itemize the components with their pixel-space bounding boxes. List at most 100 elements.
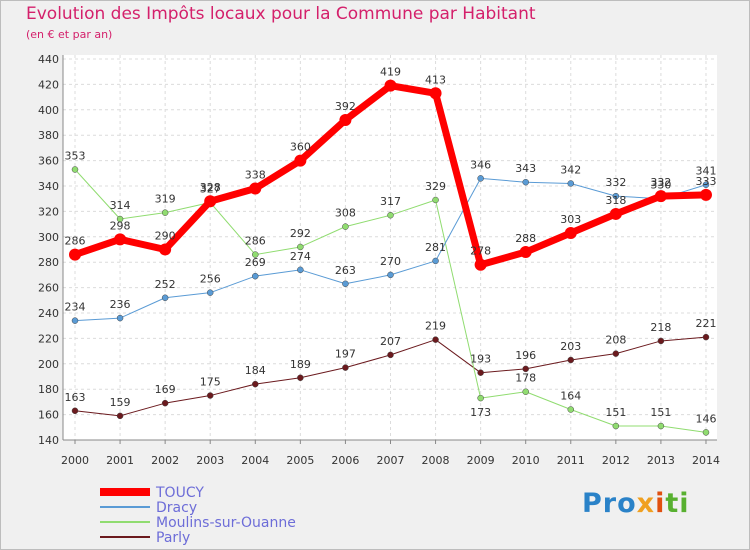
x-tick-label: 2000 [61,454,89,467]
data-label-toucy: 419 [380,66,401,79]
y-tick-label: 140 [38,434,59,447]
data-point-dracy [522,178,529,186]
data-label-toucy: 286 [65,235,86,248]
data-point-toucy [294,154,307,167]
data-label-parly: 189 [290,358,311,371]
logo-part-3: i [655,488,666,519]
legend-label: Parly [156,530,190,546]
data-label-parly: 175 [200,376,221,389]
x-tick-label: 2014 [692,454,720,467]
data-point-toucy [429,87,442,100]
data-label-parly: 197 [335,348,356,361]
data-point-toucy [609,207,622,220]
data-label-parly: 196 [515,349,536,362]
data-point-moulins-sur-ouanne [567,406,575,413]
data-point-dracy [161,294,169,302]
data-point-moulins-sur-ouanne [116,215,124,223]
data-point-dracy [206,289,214,296]
logo-part-4: ti [665,488,690,519]
y-tick-label: 340 [38,180,59,193]
data-label-parly: 203 [560,340,581,353]
data-point-moulins-sur-ouanne [432,196,439,204]
data-point-parly [252,380,259,388]
y-tick-label: 300 [38,231,59,244]
data-label-dracy: 270 [380,255,401,268]
chart-title: Evolution des Impôts locaux pour la Comm… [26,4,536,24]
y-tick-label: 240 [38,307,59,320]
data-point-moulins-sur-ouanne [387,211,394,219]
data-point-parly [612,350,620,357]
data-point-parly [116,412,124,420]
data-label-dracy: 269 [245,256,266,269]
data-label-parly: 218 [650,321,671,334]
x-tick-label: 2012 [602,454,630,467]
data-label-dracy: 252 [155,278,176,291]
x-tick-label: 2002 [151,454,179,467]
data-point-moulins-sur-ouanne [522,388,529,395]
data-point-toucy [384,79,397,92]
data-label-moulins-sur-ouanne: 317 [380,195,401,208]
data-label-parly: 184 [245,364,266,377]
data-point-toucy [519,246,532,259]
data-label-dracy: 346 [470,158,491,171]
y-tick-label: 160 [38,409,59,422]
y-tick-label: 320 [38,205,59,218]
data-label-dracy: 263 [335,264,356,277]
data-label-parly: 163 [65,391,86,404]
data-point-toucy [564,226,577,239]
data-point-parly [702,333,710,341]
data-point-moulins-sur-ouanne [477,394,484,402]
data-label-dracy: 236 [110,298,131,311]
data-point-toucy [654,190,667,203]
data-point-parly [161,399,169,407]
data-label-parly: 208 [605,334,626,347]
data-point-parly [342,364,349,371]
data-label-moulins-sur-ouanne: 164 [560,390,581,403]
data-label-moulins-sur-ouanne: 151 [605,406,626,419]
y-tick-label: 200 [38,358,59,371]
data-point-toucy [69,248,81,261]
chart-subtitle: (en € et par an) [26,28,113,41]
data-point-moulins-sur-ouanne [342,223,349,230]
data-label-parly: 207 [380,335,401,348]
logo-part-2: x [636,488,656,519]
data-label-parly: 221 [695,317,716,330]
data-point-parly [387,351,394,359]
x-tick-label: 2007 [376,454,404,467]
data-point-dracy [387,271,394,279]
data-point-moulins-sur-ouanne [657,422,665,430]
data-label-parly: 193 [470,353,491,366]
data-label-dracy: 274 [290,250,311,263]
data-label-toucy: 303 [560,213,581,226]
data-point-dracy [567,180,575,187]
data-label-moulins-sur-ouanne: 286 [245,235,266,248]
data-label-toucy: 288 [515,232,536,245]
legend-label: Moulins-sur-Ouanne [156,515,296,531]
data-point-dracy [432,257,439,265]
data-label-moulins-sur-ouanne: 151 [650,406,671,419]
data-label-toucy: 333 [695,175,716,188]
data-point-parly [432,336,439,343]
data-label-dracy: 343 [515,162,536,175]
data-label-toucy: 392 [335,100,356,113]
data-point-toucy [339,113,352,126]
data-label-toucy: 278 [470,245,491,258]
data-point-parly [71,407,79,415]
data-label-moulins-sur-ouanne: 327 [200,183,221,196]
data-label-dracy: 342 [560,163,581,176]
data-label-toucy: 318 [605,194,626,207]
x-tick-label: 2005 [286,454,314,467]
data-point-toucy [249,182,262,195]
data-label-moulins-sur-ouanne: 308 [335,207,356,220]
data-label-moulins-sur-ouanne: 353 [65,149,86,162]
data-point-moulins-sur-ouanne [297,243,304,251]
data-point-toucy [699,188,712,201]
data-label-moulins-sur-ouanne: 173 [470,406,491,419]
data-label-dracy: 332 [605,176,626,189]
data-point-toucy [114,233,127,246]
data-label-moulins-sur-ouanne: 146 [695,412,716,425]
y-tick-label: 400 [38,104,59,117]
data-point-moulins-sur-ouanne [702,429,710,436]
data-point-parly [567,356,575,364]
data-label-toucy: 290 [155,230,176,243]
